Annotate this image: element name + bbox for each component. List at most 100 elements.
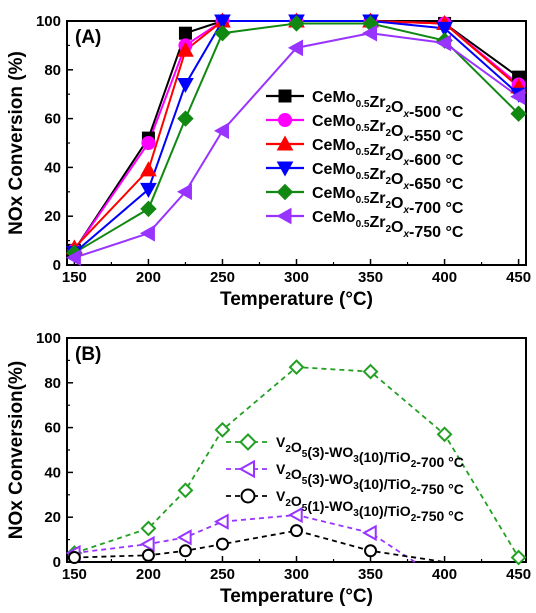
- data-point-s3: [215, 537, 229, 551]
- x-tick-label: 200: [136, 269, 161, 286]
- data-point-s3: [290, 524, 303, 538]
- y-tick-label: 100: [36, 13, 61, 30]
- legend-entry: CeMo0.5Zr2Ox-500 °C: [312, 89, 464, 121]
- legend-marker: [239, 433, 257, 451]
- data-point-s1: [510, 549, 527, 566]
- panel-label-a: (A): [75, 27, 101, 48]
- data-point-s2: [141, 136, 156, 150]
- legend-marker: [278, 89, 292, 103]
- series-line-1: [74, 366, 520, 558]
- ticks-a: 150 200 250 300 350 400 450 0 20 40 60 80 100: [36, 13, 531, 286]
- series-line-4: [73, 20, 520, 254]
- legend-entry: CeMo0.5Zr2Ox-550 °C: [312, 113, 464, 145]
- data-point-s4: [214, 14, 231, 30]
- data-point-s6: [213, 122, 229, 140]
- data-point-s5: [177, 110, 194, 127]
- x-axis-label-a: Temperature (°C): [220, 289, 373, 310]
- panel-label-b: (B): [75, 344, 101, 365]
- data-point-s2: [176, 529, 192, 546]
- y-axis-label-b: NOx Conversion(%): [6, 361, 27, 539]
- x-tick-label: 450: [506, 566, 531, 583]
- data-point-s4: [436, 21, 453, 37]
- x-tick-label: 300: [284, 566, 309, 583]
- y-tick-label: 20: [44, 208, 61, 225]
- data-point-s4: [177, 77, 194, 93]
- x-tick-label: 300: [284, 269, 309, 286]
- data-point-s4: [140, 182, 157, 198]
- legend-entry: CeMo0.5Zr2Ox-650 °C: [312, 161, 464, 193]
- x-tick-label: 450: [506, 269, 531, 286]
- data-point-s6: [287, 39, 303, 57]
- x-axis-label-b: Temperature (°C): [220, 586, 373, 607]
- y-tick-label: 40: [44, 159, 61, 176]
- x-tick-label: 250: [210, 269, 235, 286]
- y-tick-label: 40: [44, 464, 61, 481]
- x-tick-label: 150: [62, 566, 87, 583]
- series-lines-a: [73, 20, 520, 259]
- data-point-s1: [214, 421, 231, 438]
- data-point-s5: [214, 24, 231, 42]
- legend-marker: [278, 113, 292, 127]
- data-point-s6: [362, 24, 378, 42]
- data-point-s6: [65, 249, 81, 267]
- y-tick-label: 60: [44, 111, 61, 128]
- legend-entry: V2O5(1)-WO3(10)/TiO2-750 °C: [276, 488, 464, 524]
- data-point-s3: [364, 544, 378, 558]
- series-line-5: [73, 22, 520, 254]
- data-point-s1: [178, 26, 192, 40]
- chart-panel-b: 150 200 250 300 350 400 450 0 20 40 60 80 100 (B) Te…: [6, 330, 531, 607]
- data-point-s1: [362, 363, 379, 380]
- y-tick-label: 20: [44, 509, 61, 526]
- series-markers-b: [65, 359, 527, 566]
- data-point-s1: [177, 482, 194, 499]
- data-point-s2: [361, 524, 377, 542]
- legend-marker: [276, 135, 294, 151]
- ticks-b: 150 200 250 300 350 400 450 0 20 40 60 80 100: [36, 330, 531, 583]
- data-point-s3: [67, 551, 81, 565]
- legend-marker: [240, 488, 256, 504]
- legend-marker: [276, 183, 294, 201]
- legend-entry: V2O5(3)-WO3(10)/TiO2-700 °C: [276, 434, 464, 470]
- y-axis-label-a: NOx Conversion (%): [6, 51, 27, 235]
- y-tick-label: 0: [53, 554, 61, 571]
- x-tick-label: 200: [136, 566, 161, 583]
- data-point-s1: [140, 520, 157, 537]
- legend-marker: [276, 161, 294, 177]
- series-line-2: [74, 514, 416, 563]
- y-tick-label: 100: [36, 330, 61, 347]
- data-point-s2: [139, 535, 155, 553]
- data-point-s5: [510, 105, 527, 122]
- x-tick-label: 400: [432, 566, 457, 583]
- legend-b: V2O5(3)-WO3(10)/TiO2-700 °CV2O5(3)-WO3(1…: [226, 433, 464, 524]
- data-point-s6: [176, 183, 192, 201]
- x-tick-label: 350: [358, 566, 383, 583]
- legend-entry: CeMo0.5Zr2Ox-750 °C: [312, 209, 464, 241]
- data-point-s2: [213, 513, 229, 530]
- x-tick-label: 350: [358, 269, 383, 286]
- data-point-s3: [177, 41, 194, 57]
- legend-marker: [276, 207, 292, 225]
- data-point-s6: [139, 224, 155, 242]
- data-point-s3: [178, 544, 192, 558]
- chart-panel-a: 150 200 250 300 350 400 450 0 20 40 60 80 100 (A) Te…: [6, 12, 531, 310]
- legend-marker: [238, 459, 255, 479]
- data-point-s2: [287, 506, 303, 524]
- data-point-s5: [288, 15, 305, 32]
- x-tick-label: 150: [62, 269, 87, 286]
- data-point-s1: [436, 426, 453, 443]
- x-tick-label: 250: [210, 566, 235, 583]
- data-point-s1: [288, 359, 305, 376]
- data-point-s3: [141, 548, 155, 562]
- x-tick-label: 400: [432, 269, 457, 286]
- y-tick-label: 60: [44, 420, 61, 437]
- legend-entry: V2O5(3)-WO3(10)/TiO2-750 °C: [276, 461, 464, 497]
- data-point-s3: [140, 161, 157, 177]
- data-point-s6: [436, 34, 452, 52]
- y-tick-label: 0: [53, 257, 61, 274]
- data-point-s5: [140, 200, 157, 218]
- y-tick-label: 80: [44, 375, 61, 392]
- y-tick-label: 80: [44, 62, 61, 79]
- data-point-s6: [510, 88, 526, 105]
